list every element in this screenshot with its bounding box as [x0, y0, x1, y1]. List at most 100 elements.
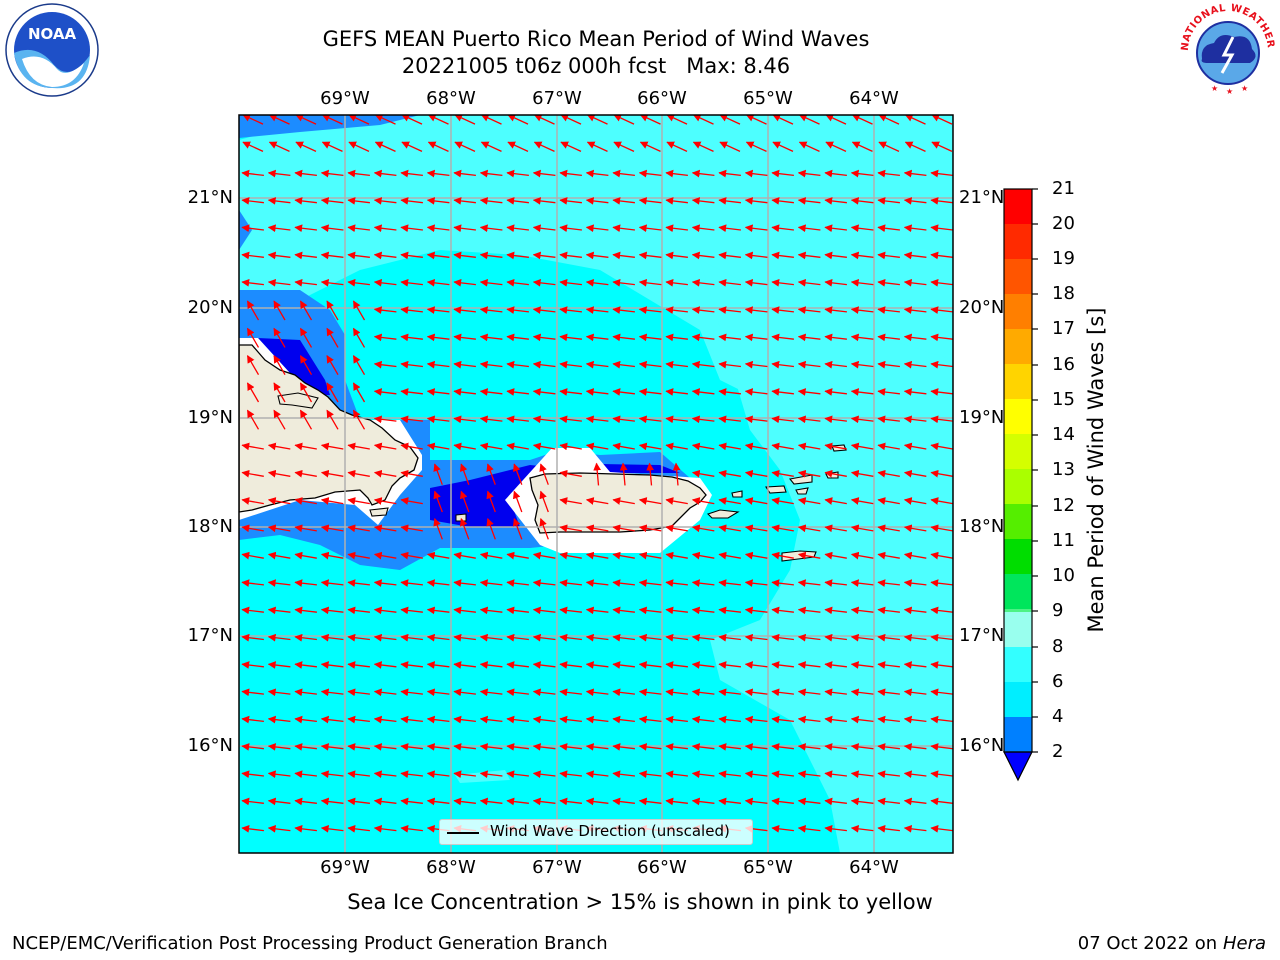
wind-wave-arrow	[486, 517, 496, 540]
wind-wave-arrow	[824, 197, 847, 205]
wind-wave-arrow	[506, 306, 529, 315]
wind-wave-arrow	[373, 606, 397, 615]
wind-wave-arrow	[400, 770, 423, 779]
wind-wave-arrow	[246, 409, 260, 430]
wind-wave-arrow	[824, 524, 847, 533]
wind-wave-arrow	[241, 688, 264, 697]
wind-wave-arrow	[453, 688, 476, 697]
wind-wave-arrow	[506, 251, 529, 260]
wind-wave-arrow	[903, 770, 927, 779]
wind-wave-arrow	[638, 333, 662, 342]
wind-wave-arrow	[824, 743, 847, 751]
wind-wave-arrow	[850, 579, 874, 588]
wind-wave-arrow	[347, 251, 370, 260]
wind-wave-arrow	[246, 300, 260, 321]
wind-wave-arrow	[744, 715, 768, 724]
wind-wave-arrow	[744, 360, 768, 369]
wind-wave-arrow	[691, 661, 715, 669]
wind-wave-arrow	[294, 169, 317, 178]
wind-wave-arrow	[665, 688, 688, 697]
wind-wave-arrow	[771, 415, 794, 424]
wind-wave-arrow	[824, 497, 847, 505]
wind-wave-arrow	[453, 606, 476, 615]
wind-wave-arrow	[479, 743, 503, 751]
wind-wave-arrow	[825, 115, 847, 125]
colorbar-14	[1004, 434, 1032, 470]
wind-wave-arrow	[400, 824, 423, 833]
wind-wave-arrow	[744, 388, 768, 396]
wind-wave-arrow	[294, 824, 317, 833]
wind-wave-arrow	[850, 606, 874, 615]
wind-wave-arrow	[453, 551, 476, 560]
wind-wave-arrow	[613, 141, 635, 152]
wind-wave-arrow	[373, 224, 397, 233]
wind-wave-arrow	[665, 551, 688, 560]
wind-wave-arrow	[850, 251, 874, 260]
wind-wave-arrow	[797, 633, 821, 642]
wind-wave-arrow	[347, 224, 370, 233]
wind-wave-arrow	[903, 824, 927, 833]
wind-wave-arrow	[797, 442, 821, 451]
wind-wave-arrow	[347, 197, 370, 205]
wind-wave-arrow	[824, 306, 847, 315]
wind-wave-arrow	[691, 251, 715, 260]
wind-wave-arrow	[850, 442, 874, 451]
wind-wave-arrow	[294, 797, 317, 806]
wind-wave-arrow	[638, 715, 662, 724]
wind-wave-arrow	[930, 524, 953, 533]
wind-wave-arrow	[532, 606, 556, 615]
wind-wave-arrow	[400, 633, 423, 642]
wind-wave-arrow	[797, 169, 821, 178]
wind-wave-arrow	[459, 463, 470, 485]
lat-label-right-18n: 18°N	[959, 516, 1005, 537]
wind-wave-arrow	[824, 633, 847, 642]
wind-wave-arrow	[771, 688, 794, 697]
wind-wave-arrow	[824, 606, 847, 615]
wind-wave-arrow	[400, 169, 423, 178]
wind-wave-arrow	[612, 661, 635, 669]
wind-wave-arrow	[718, 797, 741, 806]
wind-wave-arrow	[267, 224, 291, 233]
wind-wave-arrow	[638, 524, 662, 533]
wind-wave-arrow	[877, 360, 900, 369]
wind-wave-arrow	[559, 497, 582, 505]
wind-wave-arrow	[426, 579, 450, 588]
wind-wave-arrow	[718, 224, 741, 233]
wind-wave-arrow	[506, 688, 529, 697]
wind-wave-arrow	[373, 524, 397, 533]
wind-wave-arrow	[559, 661, 582, 669]
wind-wave-arrow	[479, 251, 503, 260]
wind-wave-arrow	[718, 442, 741, 451]
wind-wave-arrow	[241, 551, 264, 560]
colorbar-tick-15: 15	[1052, 389, 1075, 410]
lat-label-left-16n: 16°N	[187, 735, 233, 756]
lon-label-top-65w: 65°W	[743, 88, 793, 109]
wind-wave-arrow	[665, 715, 688, 724]
wind-wave-arrow	[480, 141, 502, 152]
wind-wave-arrow	[373, 415, 397, 424]
wind-wave-arrow	[718, 333, 741, 342]
wind-wave-arrow	[267, 770, 291, 779]
wind-wave-arrow	[850, 551, 874, 560]
wind-wave-arrow	[691, 743, 715, 751]
wind-wave-arrow	[665, 388, 688, 396]
wind-wave-arrow	[744, 743, 768, 751]
wind-wave-arrow	[294, 442, 317, 451]
wind-wave-arrow	[612, 169, 635, 178]
wind-wave-arrow	[267, 169, 291, 178]
wind-wave-arrow	[426, 224, 450, 233]
wind-wave-arrow	[665, 797, 688, 806]
nws-logo: NATIONAL WEATHER SERVICE ★ ★ ★	[1178, 3, 1276, 97]
wind-wave-arrow	[850, 497, 874, 505]
wind-wave-arrow	[347, 551, 370, 560]
wind-wave-arrow	[691, 169, 715, 178]
wind-wave-arrow	[825, 141, 847, 152]
wind-wave-arrow	[930, 224, 953, 233]
wind-wave-arrow	[453, 661, 476, 669]
wind-wave-arrow	[903, 278, 927, 287]
wind-wave-arrow	[903, 197, 927, 205]
wind-wave-arrow	[585, 633, 609, 642]
wind-wave-arrow	[532, 333, 556, 342]
wind-wave-arrow	[479, 224, 503, 233]
wind-wave-arrow	[400, 497, 423, 505]
